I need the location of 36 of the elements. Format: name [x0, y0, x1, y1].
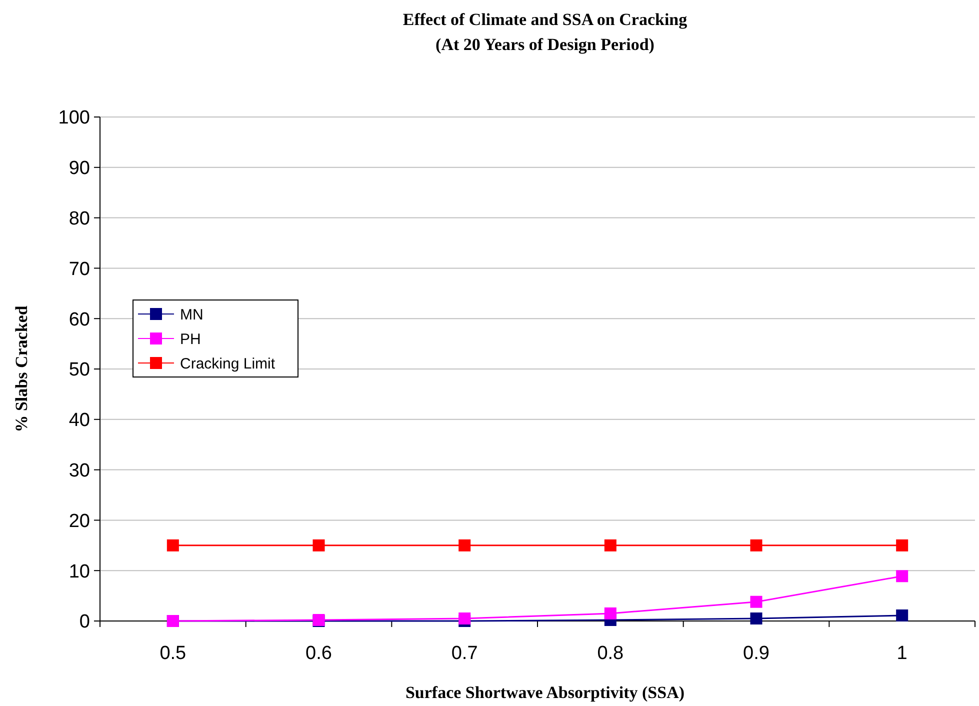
legend-label: PH: [180, 330, 201, 348]
point: [166, 539, 179, 552]
point: [750, 596, 762, 608]
point: [896, 570, 908, 582]
legend-label: MN: [180, 306, 204, 324]
x-tick-label: 0.9: [743, 643, 770, 664]
y-tick-label: 70: [68, 258, 90, 280]
y-tick-label: 60: [68, 309, 90, 330]
y-tick-label: 80: [68, 208, 90, 230]
point: [896, 609, 908, 622]
point: [750, 539, 762, 552]
x-tick-label: 1: [896, 643, 908, 664]
x-tick-label: 0.7: [451, 643, 478, 664]
x-tick-label: 0.5: [160, 643, 186, 664]
y-tick-label: 10: [68, 561, 90, 582]
point: [458, 539, 471, 552]
y-axis-title: % Slabs Cracked: [12, 305, 31, 432]
y-tick-label: 20: [68, 510, 90, 532]
point: [750, 612, 762, 624]
chart-title: Effect of Climate and SSA on Cracking: [402, 10, 688, 29]
y-tick-label: 100: [58, 108, 90, 129]
x-axis-title: Surface Shortwave Absorptivity (SSA): [405, 683, 685, 702]
y-tick-label: 90: [68, 158, 90, 180]
legend-label: Cracking Limit: [180, 355, 276, 372]
point: [604, 607, 616, 620]
point: [896, 539, 908, 552]
chart-subtitle: (At 20 Years of Design Period): [436, 35, 654, 54]
point: [604, 539, 616, 552]
y-tick-label: 0: [79, 612, 90, 633]
y-tick-label: 30: [68, 460, 90, 482]
point: [312, 539, 325, 552]
x-tick-label: 0.6: [306, 643, 332, 664]
y-tick-label: 50: [68, 360, 90, 381]
x-tick-label: 0.8: [597, 643, 624, 664]
point: [458, 612, 471, 624]
y-tick-label: 40: [68, 410, 90, 432]
